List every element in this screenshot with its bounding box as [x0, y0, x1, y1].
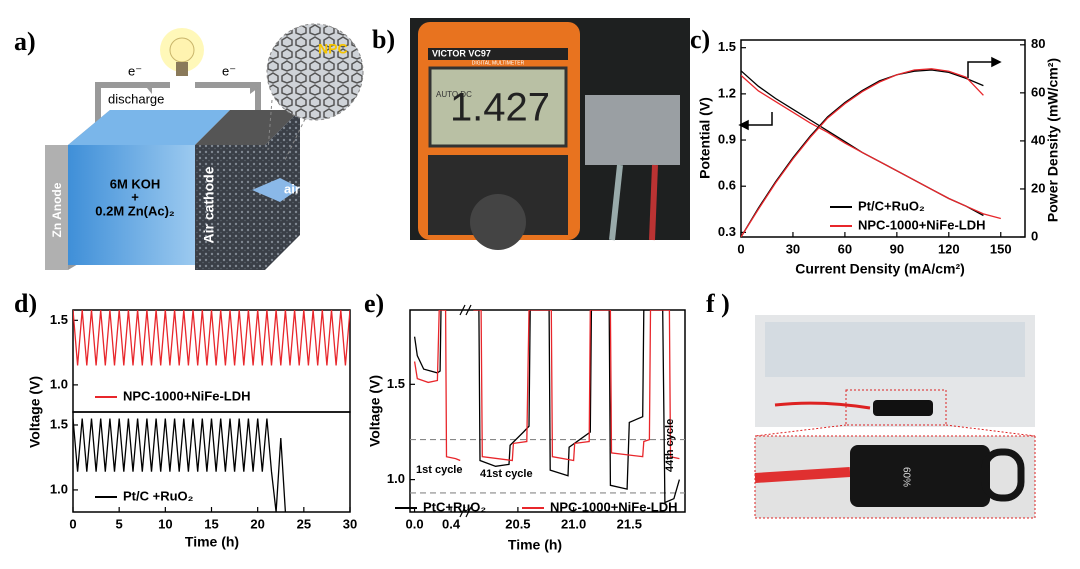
battery-diagram: e⁻ e⁻ discharge NPC Zn Anode 6M KOH + 0.…: [45, 23, 364, 270]
annotation: 1st cycle: [416, 464, 462, 476]
x-tick-label: 21.0: [561, 516, 586, 531]
air-label: air: [284, 181, 300, 196]
display-text: 60%: [900, 467, 911, 487]
legend-label: Pt/C +RuO₂: [123, 488, 194, 503]
legend-label: NPC-1000+NiFe-LDH: [858, 217, 986, 232]
y2-tick-label: 60: [1031, 84, 1045, 99]
data-line: [741, 74, 1001, 220]
data-line: [413, 310, 681, 504]
panel-label: c): [690, 25, 710, 54]
x-tick-label: 0.0: [406, 516, 424, 531]
plot-frame: [740, 39, 1026, 238]
brand-text: VICTOR VC97: [432, 48, 491, 58]
y2-tick-label: 20: [1031, 180, 1045, 195]
y-axis-label: Potential (V): [697, 97, 713, 179]
x-tick-label: 30: [786, 241, 800, 256]
panel-label: a): [14, 27, 36, 56]
npc-label: NPC: [318, 41, 348, 57]
annotation: 41st cycle: [480, 468, 533, 480]
x-tick-label: 10: [158, 516, 172, 531]
legend-label: NPC-1000+NiFe-LDH: [550, 499, 678, 514]
device-photo: 60%: [754, 315, 1036, 519]
x-tick-label: 30: [343, 516, 357, 531]
electron-label: e⁻: [222, 63, 236, 78]
y-axis-label: Voltage (V): [27, 376, 43, 448]
anode-label: Zn Anode: [50, 182, 64, 237]
legend-label: Pt/C+RuO₂: [858, 198, 925, 213]
x-tick-label: 0.4: [442, 516, 461, 531]
x-axis-label: Time (h): [185, 534, 239, 550]
reading-text: 1.427: [450, 86, 550, 130]
x-tick-label: 150: [990, 241, 1012, 256]
discharge-label: discharge: [108, 91, 164, 106]
axis-arrows: [738, 56, 1002, 131]
electrolyte-label: 6M KOH: [110, 176, 161, 191]
x-tick-label: 60: [838, 241, 852, 256]
subtitle-text: DIGITAL MULTIMETER: [472, 60, 525, 66]
panel-label: d): [14, 289, 37, 318]
x-tick-label: 0: [737, 241, 744, 256]
y2-tick-label: 40: [1031, 132, 1045, 147]
x-tick-label: 25: [297, 516, 311, 531]
panel-label: e): [364, 289, 384, 318]
electrolyte-label: +: [131, 189, 139, 204]
cathode-label: Air cathode: [201, 166, 217, 243]
y-tick-label: 1.0: [50, 376, 68, 391]
y-tick-label: 0.9: [718, 131, 736, 146]
mode-text: AUTO DC: [436, 90, 472, 99]
y-axis-label: Voltage (V): [367, 375, 383, 447]
x-axis-label: Time (h): [508, 537, 562, 553]
legend-label: PtC+RuO₂: [423, 499, 486, 514]
y-tick-label: 1.5: [50, 416, 68, 431]
y-tick-label: 0.3: [718, 224, 736, 239]
panel-label: f ): [706, 289, 730, 318]
electrolyte-label: 0.2M Zn(Ac)₂: [95, 203, 175, 218]
x-tick-label: 21.5: [617, 516, 642, 531]
y2-tick-label: 80: [1031, 36, 1045, 51]
y2-tick-label: 0: [1031, 228, 1038, 243]
data-line: [741, 68, 984, 237]
x-tick-label: 20: [250, 516, 264, 531]
x-tick-label: 5: [116, 516, 123, 531]
legend-label: NPC-1000+NiFe-LDH: [123, 388, 251, 403]
y-tick-label: 0.6: [718, 178, 736, 193]
data-line: [741, 69, 984, 237]
y-tick-label: 1.0: [387, 471, 405, 486]
panel-label: b): [372, 25, 395, 54]
x-tick-label: 90: [890, 241, 904, 256]
x-tick-label: 120: [938, 241, 960, 256]
y-tick-label: 1.5: [718, 39, 736, 54]
x-tick-label: 20.5: [505, 516, 530, 531]
x-tick-label: 15: [204, 516, 218, 531]
y-tick-label: 1.5: [50, 312, 68, 327]
y-tick-label: 1.0: [50, 481, 68, 496]
y2-axis-label: Power Density (mW/cm²): [1045, 58, 1061, 222]
y-tick-label: 1.5: [387, 376, 405, 391]
annotation: 44th cycle: [664, 419, 676, 472]
x-axis-label: Current Density (mA/cm²): [795, 261, 965, 277]
data-line: [413, 310, 680, 462]
x-tick-label: 0: [69, 516, 76, 531]
data-line: [73, 418, 287, 512]
electron-label: e⁻: [128, 63, 142, 78]
multimeter-photo: VICTOR VC97 DIGITAL MULTIMETER AUTO DC 1…: [410, 18, 690, 250]
y-tick-label: 1.2: [718, 85, 736, 100]
